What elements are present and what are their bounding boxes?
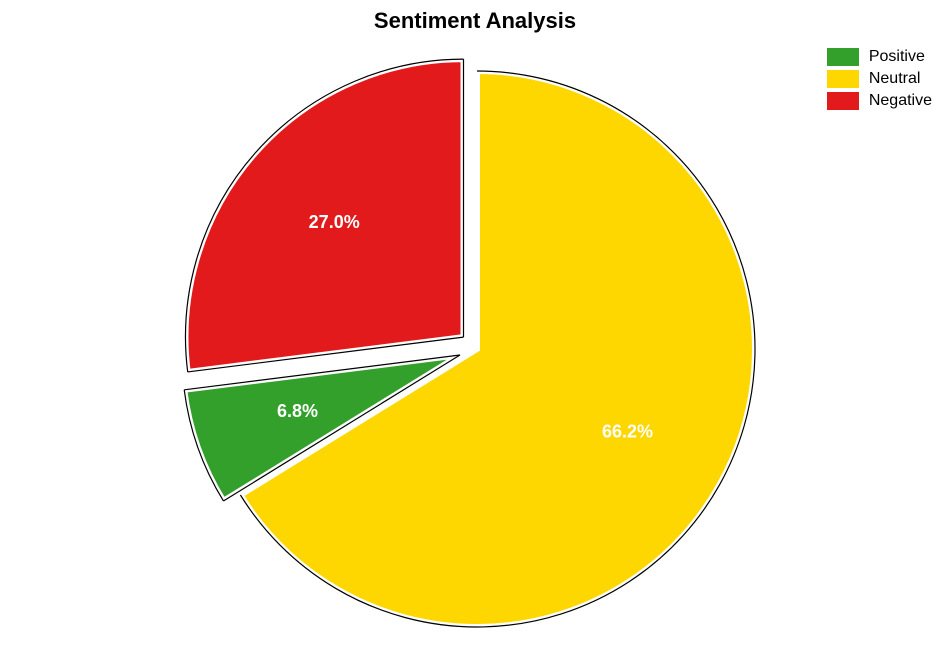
legend-swatch-negative: [827, 92, 859, 110]
legend: Positive Neutral Negative: [827, 48, 932, 114]
chart-container: Sentiment Analysis 27.0%6.8%66.2% Positi…: [0, 0, 950, 662]
legend-label-positive: Positive: [869, 48, 925, 66]
pie-pct-label-negative: 27.0%: [309, 212, 360, 232]
pie-chart: 27.0% 6.8% 66.2%: [0, 0, 950, 662]
legend-item-positive: Positive: [827, 48, 932, 66]
legend-item-negative: Negative: [827, 92, 932, 110]
legend-swatch-positive: [827, 48, 859, 66]
legend-item-neutral: Neutral: [827, 70, 932, 88]
legend-swatch-neutral: [827, 70, 859, 88]
legend-label-negative: Negative: [869, 92, 932, 110]
pie-pct-label-positive: 6.8%: [277, 401, 318, 421]
legend-label-neutral: Neutral: [869, 70, 921, 88]
pie-pct-label-neutral: 66.2%: [602, 422, 653, 442]
